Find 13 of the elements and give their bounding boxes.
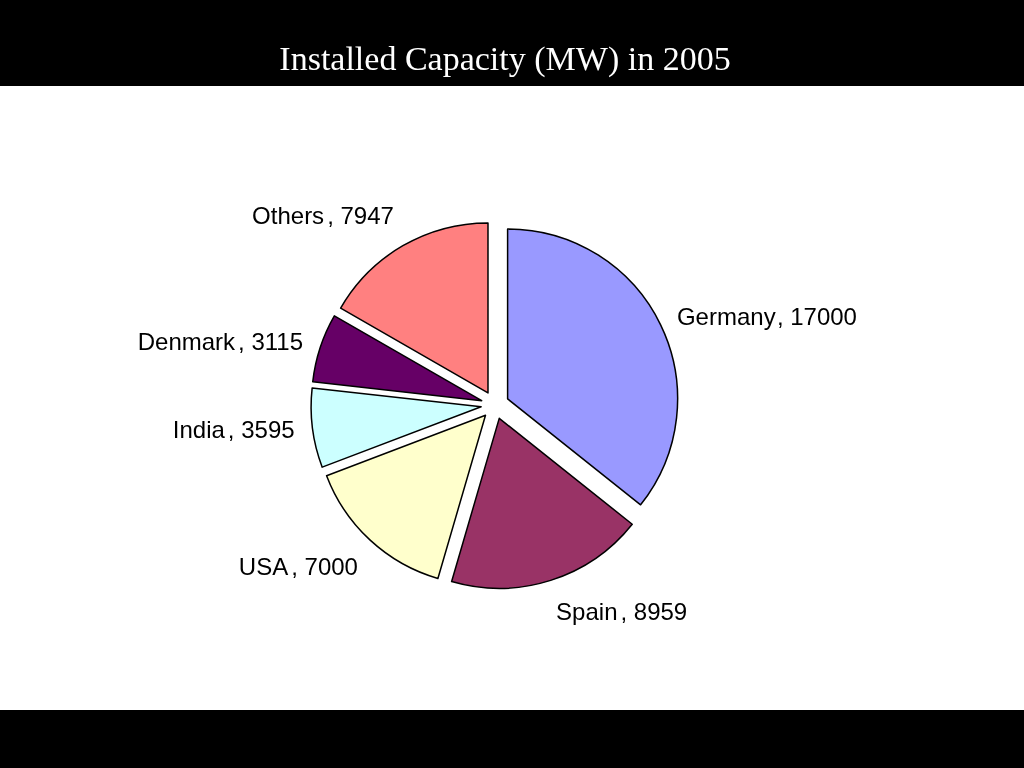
slice-label: Denmark	[137, 328, 237, 356]
slice-label: Spain	[556, 597, 618, 625]
data-label: , 7947	[327, 202, 394, 230]
data-label: , 8959	[620, 597, 688, 625]
data-label: , 17000	[776, 303, 857, 331]
data-label: , 3595	[227, 416, 295, 444]
data-label: , 7000	[291, 553, 358, 581]
slice-label: Germany	[676, 303, 776, 331]
slice-label: Others	[252, 202, 325, 230]
slice-label: USA	[238, 553, 289, 581]
chart-title: Installed Capacity (MW) in 2005	[279, 40, 731, 78]
data-label: , 3115	[238, 328, 304, 356]
slice-label: India	[172, 416, 226, 444]
